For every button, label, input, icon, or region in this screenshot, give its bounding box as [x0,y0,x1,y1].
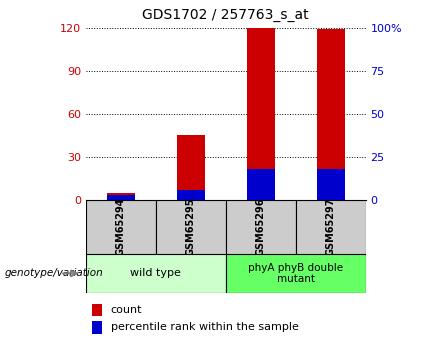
Text: GSM65297: GSM65297 [326,198,335,256]
Bar [226,200,296,254]
Bar [247,169,275,200]
Bar [177,190,205,200]
Text: percentile rank within the sample: percentile rank within the sample [111,323,298,333]
Text: wild type: wild type [130,268,181,278]
Bar [316,169,344,200]
Bar [92,322,102,334]
Bar [316,29,344,200]
Text: GSM65296: GSM65296 [256,198,266,256]
Bar [247,28,275,200]
Bar [107,195,135,200]
Bar [296,200,366,254]
Text: count: count [111,305,142,315]
Bar [177,136,205,200]
Bar [156,200,226,254]
Bar [226,254,366,293]
Bar [86,200,156,254]
Title: GDS1702 / 257763_s_at: GDS1702 / 257763_s_at [142,8,309,22]
Text: GSM65295: GSM65295 [186,198,196,256]
Bar [107,193,135,200]
Text: genotype/variation: genotype/variation [4,268,103,278]
Text: phyA phyB double
mutant: phyA phyB double mutant [248,263,343,284]
Bar [86,254,226,293]
Text: GSM65294: GSM65294 [116,198,126,256]
Bar [92,304,102,316]
